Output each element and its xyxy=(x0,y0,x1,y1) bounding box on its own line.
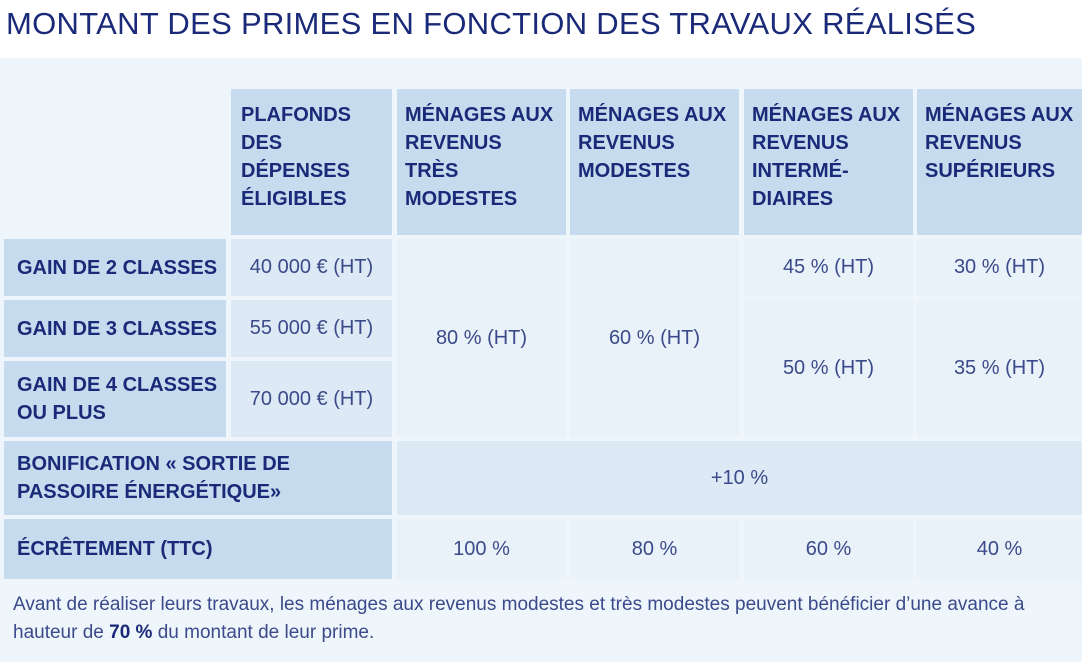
row-label-gain2: GAIN DE 2 CLASSES xyxy=(4,239,226,296)
footnote-text: Avant de réaliser leurs travaux, les mén… xyxy=(13,594,1025,643)
rate-tres-modestes: 80 % (HT) xyxy=(397,239,566,437)
ecretement-modestes: 80 % xyxy=(570,519,739,579)
rate-superieurs-gain34: 35 % (HT) xyxy=(917,300,1082,437)
footnote-highlight: 70 % xyxy=(109,622,153,643)
rate-modestes: 60 % (HT) xyxy=(570,239,739,437)
ecretement-superieurs: 40 % xyxy=(917,519,1082,579)
rate-intermediaires-gain2: 45 % (HT) xyxy=(744,239,913,296)
header-plafonds: PLAFONDS DES DÉPENSES ÉLIGIBLES xyxy=(231,89,392,235)
ecretement-tres-modestes: 100 % xyxy=(397,519,566,579)
row-label-ecretement: ÉCRÊTEMENT (TTC) xyxy=(4,519,392,579)
rate-superieurs-gain2: 30 % (HT) xyxy=(917,239,1082,296)
ecretement-intermediaires: 60 % xyxy=(744,519,913,579)
header-tres-modestes: MÉNAGES AUX REVENUS TRÈS MODESTES xyxy=(397,89,566,235)
plafond-gain4: 70 000 € (HT) xyxy=(231,361,392,437)
row-label-gain4: GAIN DE 4 CLASSES OU PLUS xyxy=(4,361,226,437)
footnote: Avant de réaliser leurs travaux, les mén… xyxy=(13,591,1073,647)
page-title: MONTANT DES PRIMES EN FONCTION DES TRAVA… xyxy=(6,6,977,41)
rate-intermediaires-gain34: 50 % (HT) xyxy=(744,300,913,437)
footnote-text-end: du montant de leur prime. xyxy=(152,622,375,643)
row-label-bonification: BONIFICATION « SORTIE DE PASSOIRE ÉNERGÉ… xyxy=(4,441,392,515)
bonification-value: +10 % xyxy=(397,441,1082,515)
plafond-gain3: 55 000 € (HT) xyxy=(231,300,392,357)
plafond-gain2: 40 000 € (HT) xyxy=(231,239,392,296)
row-label-gain3: GAIN DE 3 CLASSES xyxy=(4,300,226,357)
header-modestes: MÉNAGES AUX REVENUS MODESTES xyxy=(570,89,739,235)
header-intermediaires: MÉNAGES AUX REVENUS INTERMÉ-DIAIRES xyxy=(744,89,913,235)
header-superieurs: MÉNAGES AUX REVENUS SUPÉRIEURS xyxy=(917,89,1082,235)
